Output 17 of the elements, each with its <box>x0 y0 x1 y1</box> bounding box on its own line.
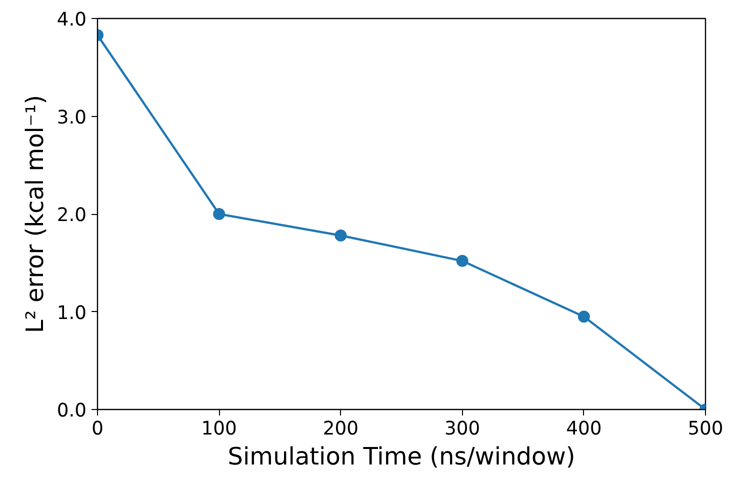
y-tick-label: 1.0 <box>56 302 86 324</box>
point <box>334 230 347 242</box>
x-tick-label: 0 <box>92 418 104 440</box>
x-axis-title: Simulation Time (ns/window) <box>228 442 576 470</box>
y-axis-title: L² error (kcal mol⁻¹) <box>20 94 49 334</box>
x-tick-label: 500 <box>688 418 724 440</box>
x-tick-label: 300 <box>444 418 480 440</box>
point <box>456 254 468 267</box>
y-tick-label: 4.0 <box>56 10 86 30</box>
y-tick-label: 2.0 <box>56 205 86 226</box>
y-tick-label: 0.0 <box>56 400 86 422</box>
point <box>578 310 590 323</box>
x-tick-label: 200 <box>322 418 359 440</box>
x-tick-label: 100 <box>201 418 237 440</box>
y-tick-label: 3.0 <box>56 107 86 128</box>
x-tick-label: 400 <box>566 418 602 440</box>
point <box>213 208 226 220</box>
